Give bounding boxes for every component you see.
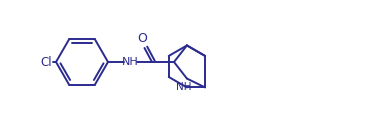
Text: O: O (138, 33, 148, 46)
Text: NH: NH (122, 57, 138, 67)
Text: NH: NH (176, 82, 192, 91)
Text: Cl: Cl (40, 55, 52, 68)
